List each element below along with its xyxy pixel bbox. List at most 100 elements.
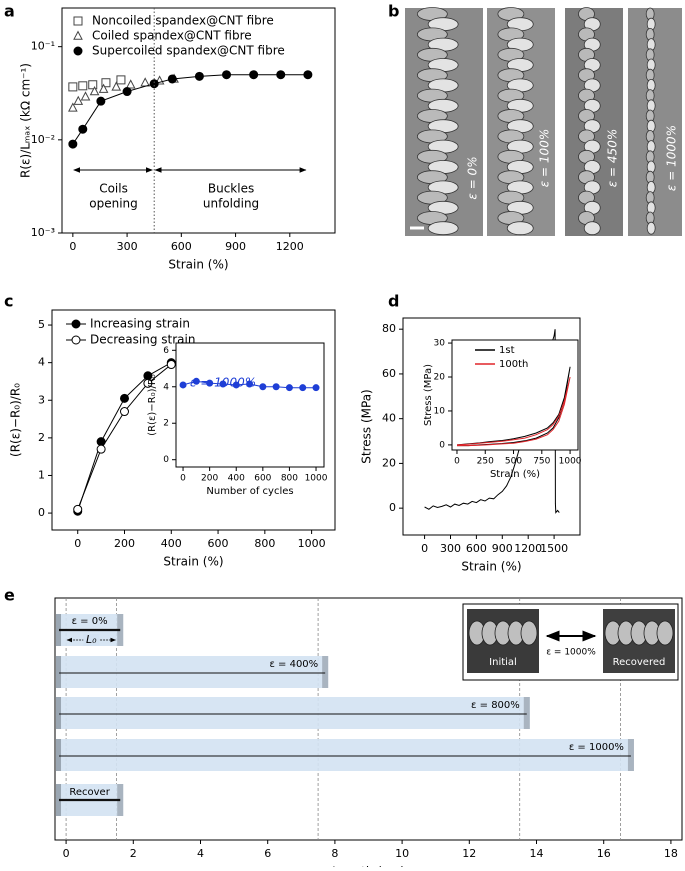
y-tick-label: 0 (439, 440, 445, 450)
data-point (167, 74, 177, 84)
legend-label: Increasing strain (90, 317, 190, 331)
y-tick-label: 10⁻¹ (31, 40, 55, 53)
y-tick-label: 5 (38, 318, 45, 331)
x-tick-label: 300 (440, 542, 461, 555)
x-tick-label: 250 (477, 457, 494, 467)
x-tick-label: 200 (114, 537, 135, 550)
y-tick-label: 20 (434, 373, 446, 383)
y-tick-label: 4 (163, 382, 169, 392)
span-label: L₀ (86, 633, 97, 646)
x-tick-label: 500 (505, 457, 522, 467)
strain-label: ε = 450% (606, 129, 620, 187)
fibre-coil (656, 620, 674, 646)
data-point (232, 381, 240, 389)
x-tick-label: 0 (63, 847, 70, 860)
x-tick-label: 400 (228, 474, 245, 484)
clamp (56, 784, 62, 816)
x-tick-label: 900 (225, 240, 246, 253)
legend-label: 1st (499, 345, 515, 356)
x-tick-label: 10 (395, 847, 409, 860)
x-tick-label: 14 (530, 847, 544, 860)
x-tick-label: 1500 (540, 542, 568, 555)
x-tick-label: 1200 (514, 542, 542, 555)
x-tick-label: 0 (69, 240, 76, 253)
x-tick-label: 4 (197, 847, 204, 860)
x-tick-label: 800 (254, 537, 275, 550)
x-tick-label: 900 (492, 542, 513, 555)
data-point (192, 377, 200, 385)
strip (56, 656, 329, 688)
legend-label: Noncoiled spandex@CNT fibre (92, 14, 274, 28)
data-point (89, 86, 100, 96)
data-point (98, 83, 109, 93)
y-tick-label: 6 (163, 346, 169, 356)
data-point (149, 79, 159, 89)
x-tick-label: 0 (74, 537, 81, 550)
region-label: opening (89, 197, 138, 211)
x-tick-label: 16 (597, 847, 611, 860)
x-tick-label: 750 (533, 457, 550, 467)
clamp (523, 697, 530, 729)
data-point (120, 393, 130, 403)
data-point (73, 504, 83, 514)
fibre-coil (506, 221, 534, 236)
data-point (143, 378, 153, 388)
panel-letter: a (4, 2, 15, 21)
data-point (120, 407, 130, 417)
legend-label: Coiled spandex@CNT fibre (92, 29, 252, 43)
x-tick-label: 300 (117, 240, 138, 253)
data-point (78, 81, 88, 91)
strain-label: ε = 1000% (665, 125, 679, 191)
y-tick-label: 60 (382, 367, 396, 380)
x-tick-label: 200 (201, 474, 218, 484)
y-tick-label: 10⁻³ (31, 226, 55, 239)
data-point (88, 80, 98, 90)
y-tick-label: 4 (38, 356, 45, 369)
plot-frame (61, 7, 336, 234)
strain-label: ε = 100% (538, 129, 552, 187)
strip-label: Recover (69, 787, 110, 798)
strip-label: ε = 1000% (569, 742, 624, 753)
data-point (68, 82, 78, 92)
inset-annotation: ε = 1000% (190, 376, 256, 390)
x-tick-label: 600 (171, 240, 192, 253)
y-tick-label: 0 (38, 506, 45, 519)
legend-marker (71, 319, 81, 329)
plot-frame (175, 342, 325, 468)
strip (56, 739, 634, 771)
clamp (627, 739, 634, 771)
x-tick-label: 1000 (559, 457, 582, 467)
x-tick-label: 600 (254, 474, 271, 484)
x-tick-label: 600 (466, 542, 487, 555)
fibre-coil (583, 221, 601, 236)
x-tick-label: 400 (161, 537, 182, 550)
clamp (56, 739, 62, 771)
x-tick-label: 0 (180, 474, 186, 484)
x-tick-label: 18 (664, 847, 678, 860)
x-axis-label: Number of cycles (206, 486, 293, 497)
panel-letter: d (388, 292, 399, 311)
legend-label: 100th (499, 359, 528, 370)
data-point (73, 95, 84, 105)
data-point (222, 70, 232, 80)
data-point (276, 70, 286, 80)
strip (56, 697, 530, 729)
data-point (303, 70, 313, 80)
panel-letter: b (388, 2, 399, 21)
legend-marker (73, 30, 83, 40)
inset-label: Recovered (613, 657, 666, 668)
data-point (80, 91, 91, 101)
y-tick-label: 0 (163, 455, 169, 465)
y-tick-label: 30 (434, 339, 446, 349)
fibre-coil (520, 620, 538, 646)
plot-frame (451, 339, 579, 451)
clamp (56, 614, 62, 646)
fibre-coil (427, 221, 459, 236)
clamp (322, 656, 329, 688)
fibre-coil (646, 221, 656, 235)
x-axis-label: Strain (%) (163, 555, 223, 569)
y-axis-label: Stress (MPa) (360, 389, 374, 463)
y-tick-label: 10⁻² (31, 133, 55, 146)
data-point (285, 384, 293, 392)
legend-label: Decreasing strain (90, 333, 195, 347)
